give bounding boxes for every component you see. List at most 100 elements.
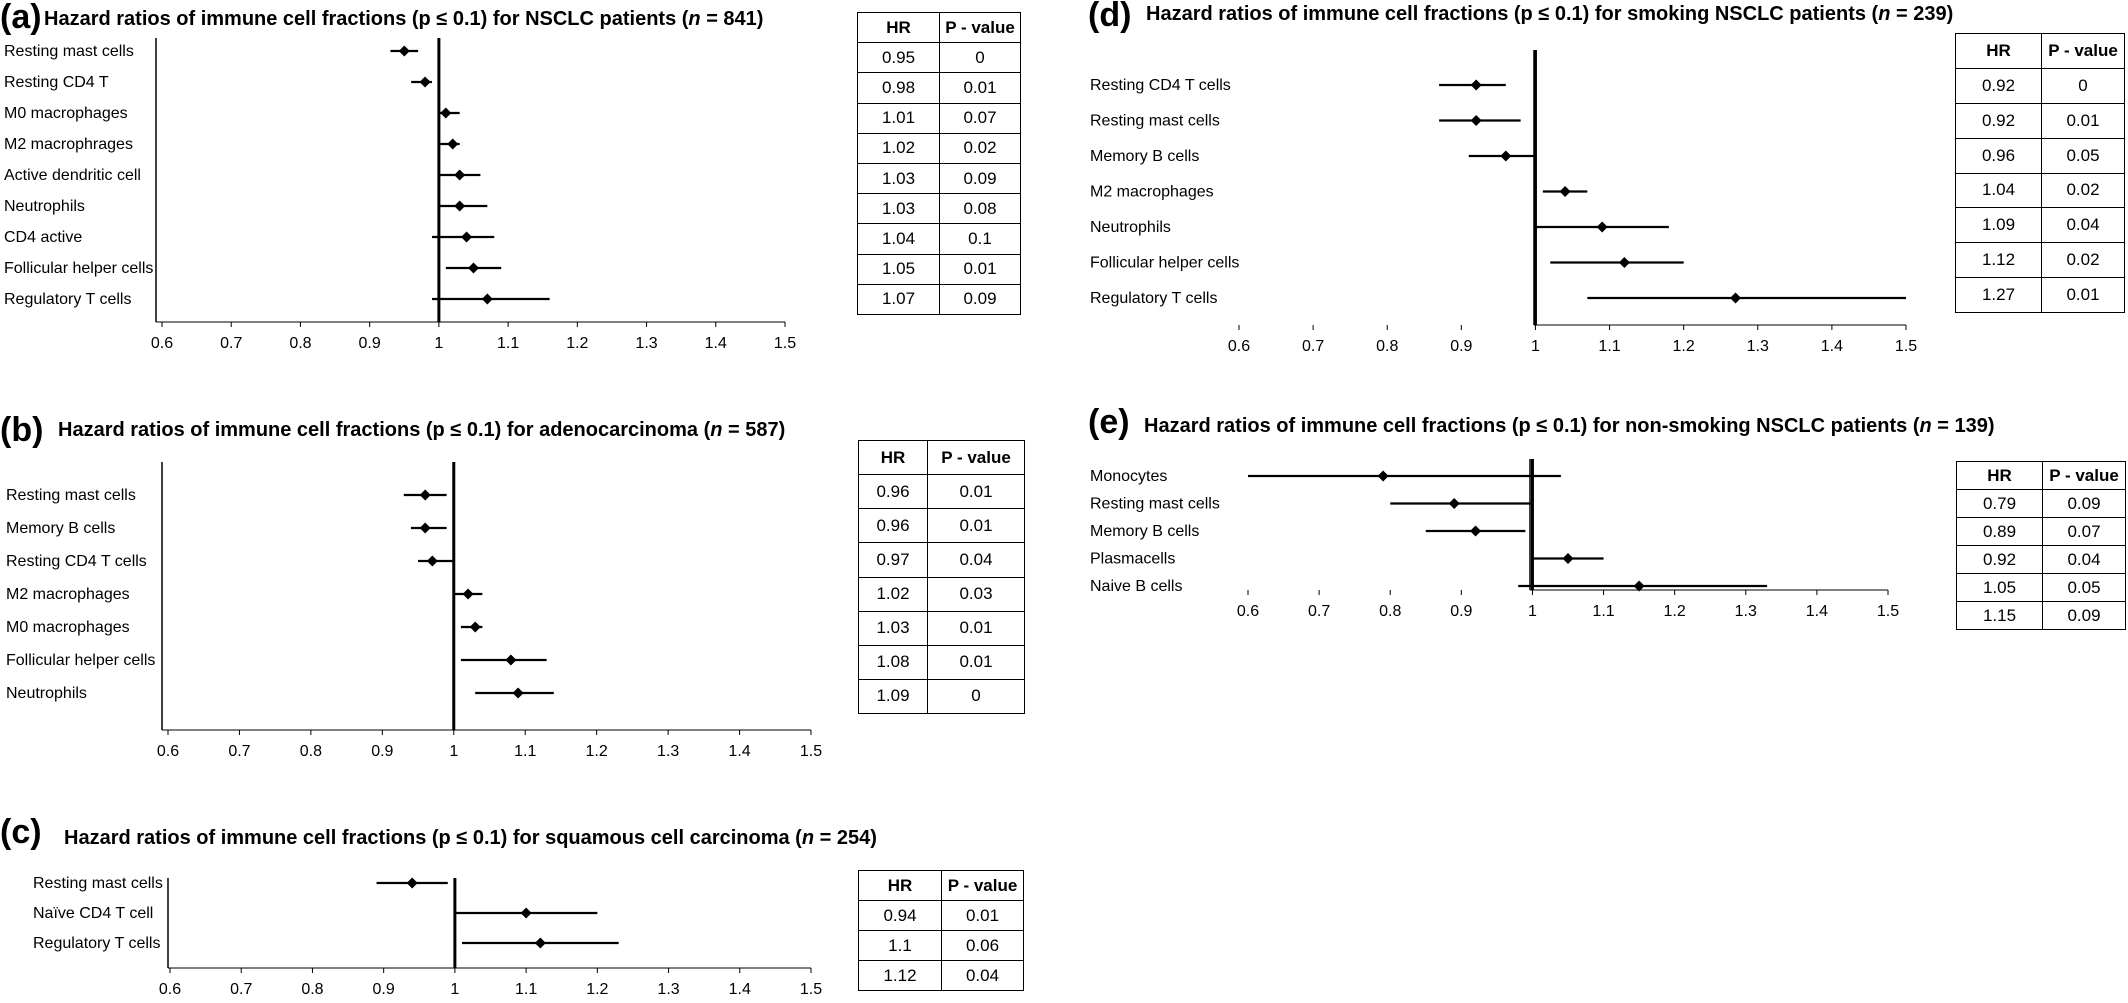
x-tick-label: 0.8: [301, 981, 323, 998]
panel-letter: (e): [1088, 403, 1130, 441]
chart-title: Hazard ratios of immune cell fractions (…: [1146, 3, 1953, 25]
row-label: Plasmacells: [1090, 551, 1175, 568]
hr-point: [1633, 580, 1645, 592]
table-cell-hr: 0.96: [1955, 137, 2042, 174]
row-label: Resting CD4 T cells: [1090, 77, 1231, 94]
table-row: 0.92 0.01: [1955, 102, 2125, 139]
x-tick-label: 0.8: [300, 743, 322, 760]
panel-letter: (c): [0, 813, 42, 851]
hr-point: [447, 138, 459, 150]
row-label: Naïve CD4 T cell: [33, 905, 153, 922]
x-tick-label: 0.6: [1237, 603, 1259, 620]
x-tick-label: 1.5: [800, 743, 822, 760]
table-header-hr: HR: [858, 439, 928, 476]
table-header-hr: HR: [1956, 461, 2043, 490]
table-cell-p-value: 0.09: [939, 283, 1021, 316]
x-tick-label: 1.3: [1735, 603, 1757, 620]
table-cell-p-value: 0: [927, 678, 1025, 715]
x-tick-label: 1.1: [515, 981, 537, 998]
x-tick-label: 1.4: [705, 335, 727, 352]
x-tick-label: 1.1: [497, 335, 519, 352]
table-row: 0.94 0.01: [858, 900, 1024, 931]
table-row: 1.03 0.01: [858, 610, 1025, 646]
table-header-p-value: P - value: [2042, 461, 2126, 490]
table-cell-hr: 0.92: [1956, 545, 2043, 574]
chart-title: Hazard ratios of immune cell fractions (…: [58, 419, 785, 441]
x-tick-label: 0.7: [1308, 603, 1330, 620]
row-label: Neutrophils: [4, 198, 85, 215]
hr-point: [454, 200, 466, 212]
row-label: Neutrophils: [1090, 219, 1171, 236]
hr-point: [1470, 115, 1482, 126]
table-header-p-value: P - value: [2041, 33, 2125, 69]
x-tick-label: 1.1: [1598, 338, 1620, 355]
table-cell-p-value: 0.03: [927, 576, 1025, 612]
table-row: 1.04 0.02: [1955, 172, 2125, 209]
table-row: 0.96 0.01: [858, 474, 1025, 510]
table-row: 0.79 0.09: [1956, 489, 2126, 518]
x-tick-label: 1.4: [729, 981, 751, 998]
x-tick-label: 1.5: [774, 335, 796, 352]
hr-point: [1448, 498, 1460, 509]
table-cell-p-value: 0.04: [2042, 545, 2126, 574]
hr-point: [419, 522, 431, 534]
x-tick-label: 0.6: [1228, 338, 1250, 355]
table-cell-p-value: 0.01: [927, 610, 1025, 646]
table-row: 1.1 0.06: [858, 930, 1024, 961]
table-cell-p-value: 0.04: [941, 960, 1024, 991]
panel-letter: (b): [0, 411, 43, 449]
table-cell-hr: 0.98: [857, 72, 940, 104]
row-label: Follicular helper cells: [1090, 255, 1239, 272]
table-row: 1.04 0.1: [857, 223, 1021, 255]
table-cell-hr: 1.05: [857, 253, 940, 285]
x-tick-label: 0.6: [151, 335, 173, 352]
table-cell-hr: 1.05: [1956, 573, 2043, 602]
x-tick-label: 1.1: [514, 743, 536, 760]
hr-point: [426, 555, 438, 567]
table-cell-hr: 0.95: [857, 42, 940, 74]
row-label: Naive B cells: [1090, 578, 1182, 595]
table-row: 1.02 0.02: [857, 132, 1021, 164]
table-row: 1.09 0.04: [1955, 207, 2125, 244]
hr-point: [454, 169, 466, 181]
table-cell-hr: 0.96: [858, 508, 928, 544]
x-tick-label: 1: [450, 981, 459, 998]
row-label: Resting mast cells: [4, 43, 134, 60]
x-tick-label: 0.8: [1379, 603, 1401, 620]
table-row: 1.08 0.01: [858, 644, 1025, 680]
chart-title: Hazard ratios of immune cell fractions (…: [44, 8, 763, 30]
table-row: 1.27 0.01: [1955, 277, 2125, 313]
hr-point: [1470, 79, 1482, 91]
table-cell-hr: 1.02: [858, 576, 928, 612]
x-tick-label: 1.2: [1664, 603, 1686, 620]
row-label: Regulatory T cells: [4, 291, 131, 308]
hr-point: [419, 76, 431, 88]
x-tick-label: 1.5: [800, 981, 822, 998]
table-cell-hr: 1.02: [857, 132, 940, 164]
row-label: M0 macrophages: [6, 619, 130, 636]
x-tick-label: 1.3: [1747, 338, 1769, 355]
hr-point: [461, 231, 473, 243]
hr-point: [1559, 186, 1571, 197]
x-tick-label: 0.9: [373, 981, 395, 998]
row-label: Active dendritic cell: [4, 167, 141, 184]
table-row: 0.92 0: [1955, 67, 2125, 104]
x-tick-label: 1.2: [586, 981, 608, 998]
table-cell-p-value: 0.05: [2041, 137, 2125, 174]
x-tick-label: 1: [1531, 338, 1540, 355]
row-label: M2 macrophrages: [4, 136, 133, 153]
x-tick-label: 0.6: [157, 743, 179, 760]
hr-table: HR P - value 0.94 0.01 1.1 0.06 1.12 0.04: [858, 870, 1024, 991]
hr-point: [481, 293, 493, 305]
hr-point: [398, 45, 410, 57]
x-tick-label: 1.4: [728, 743, 750, 760]
x-tick-label: 1.5: [1877, 603, 1899, 620]
row-label: Monocytes: [1090, 468, 1167, 485]
table-header-hr: HR: [857, 11, 940, 44]
x-tick-label: 1.4: [1806, 603, 1828, 620]
row-label: Resting CD4 T cells: [6, 553, 147, 570]
hr-point: [419, 489, 431, 501]
table-cell-p-value: 0.07: [2042, 517, 2126, 546]
